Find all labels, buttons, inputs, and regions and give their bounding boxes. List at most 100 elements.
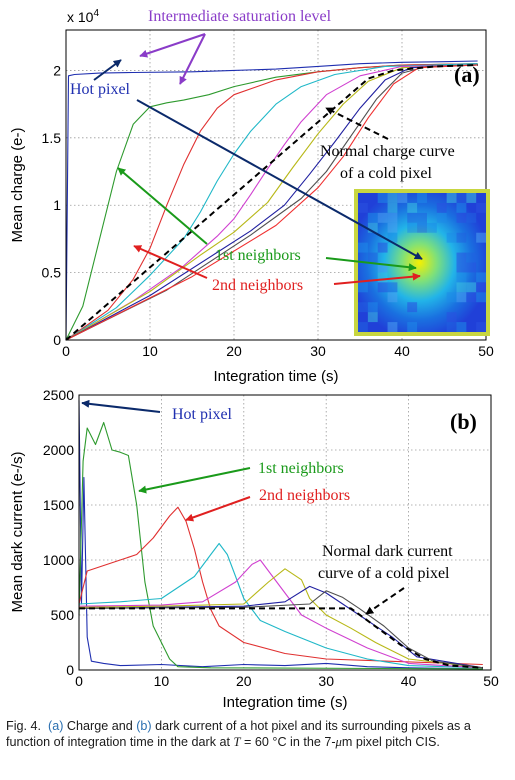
heatmap-pixel bbox=[377, 262, 388, 273]
arrow-saturation-1 bbox=[139, 33, 206, 58]
heatmap-pixel bbox=[417, 222, 427, 233]
panel-b-series-line-2 bbox=[78, 506, 483, 666]
panel-a-ticks: 0 10 20 30 40 50 0 0.5 1 1.5 2 bbox=[42, 62, 494, 359]
arrow-first-b bbox=[138, 467, 251, 494]
annotation-cold-a-line2: of a cold pixel bbox=[340, 165, 433, 182]
heatmap-pixel bbox=[476, 272, 487, 283]
annotation-cold-b-line2: curve of a cold pixel bbox=[318, 565, 450, 582]
panel-b-series-line-4 bbox=[78, 559, 483, 669]
panel-a-ytick-label-2: 1 bbox=[53, 197, 61, 213]
heatmap-pixel bbox=[367, 212, 378, 223]
heatmap-pixel bbox=[407, 302, 418, 313]
annotation-hot-pixel-a: Hot pixel bbox=[70, 81, 131, 98]
heatmap-pixel bbox=[397, 193, 408, 203]
heatmap-pixel bbox=[407, 202, 418, 213]
heatmap-pixel bbox=[377, 193, 388, 203]
panel-a-label: (a) bbox=[454, 62, 480, 87]
panel-a-xtick-label-0: 0 bbox=[62, 343, 70, 359]
panel-a-ytick-label-0: 0 bbox=[53, 332, 61, 348]
heatmap-pixel bbox=[407, 322, 418, 333]
panel-b-ytick-label-1: 500 bbox=[51, 607, 75, 623]
heatmap-pixel bbox=[466, 282, 477, 293]
annotation-cold-a-line1: Normal charge curve bbox=[320, 143, 455, 160]
heatmap-pixel bbox=[456, 272, 467, 283]
heatmap-pixel bbox=[446, 312, 457, 323]
arrow-first-a-heatmap bbox=[325, 257, 417, 272]
arrow-first-a-curve bbox=[117, 167, 208, 245]
heatmap-pixel bbox=[456, 292, 467, 303]
heatmap-pixel bbox=[367, 222, 378, 233]
heatmap-pixel bbox=[436, 202, 447, 213]
heatmap-inset bbox=[354, 189, 490, 336]
heatmap-pixel bbox=[358, 242, 368, 253]
heatmap-pixel bbox=[476, 232, 487, 243]
annotation-hot-pixel-b: Hot pixel bbox=[172, 406, 233, 423]
heatmap-pixel bbox=[377, 212, 388, 223]
panel-b-frame bbox=[78, 394, 492, 671]
heatmap-pixel bbox=[377, 282, 388, 293]
panel-b-series bbox=[78, 400, 483, 670]
annotation-intermediate-saturation: Intermediate saturation level bbox=[148, 8, 332, 25]
heatmap-pixel bbox=[476, 292, 487, 303]
panel-a-multiplier: x 104 bbox=[67, 8, 99, 25]
heatmap-pixel bbox=[436, 212, 447, 223]
heatmap-pixel bbox=[367, 252, 378, 263]
panel-b-series-line-7 bbox=[78, 590, 483, 669]
heatmap-pixel bbox=[446, 322, 457, 333]
panel-a-xtick-label-5: 50 bbox=[478, 343, 494, 359]
arrow-second-a-heatmap bbox=[333, 272, 421, 285]
heatmap-pixel bbox=[476, 322, 487, 333]
caption-temperature-symbol: T bbox=[233, 735, 241, 749]
annotation-first-neighbors-a: 1st neighbors bbox=[215, 247, 301, 264]
heatmap-pixel bbox=[446, 292, 457, 303]
panel-a-series-line-9 bbox=[65, 64, 478, 341]
heatmap-pixel bbox=[466, 193, 477, 203]
arrow-hot-a-heatmap bbox=[136, 99, 423, 260]
heatmap-pixel bbox=[377, 272, 388, 283]
caption-part4: m pixel pitch CIS. bbox=[341, 735, 440, 749]
heatmap-pixel bbox=[387, 212, 398, 223]
panel-a-frame bbox=[65, 29, 487, 341]
heatmap-pixel bbox=[456, 262, 467, 273]
arrow-cold-b bbox=[365, 587, 405, 615]
panel-a-ytick-label-1: 0.5 bbox=[42, 265, 62, 281]
heatmap-pixel bbox=[387, 232, 398, 243]
heatmap-pixel bbox=[426, 222, 437, 233]
annotation-cold-b-line1: Normal dark current bbox=[322, 543, 453, 560]
heatmap-pixel bbox=[466, 292, 477, 303]
heatmap-pixel bbox=[407, 222, 418, 233]
panel-a-chart: 0 10 20 30 40 50 0 0.5 1 1.5 2 x 104 (a) Integrati… bbox=[9, 8, 494, 385]
heatmap-pixel bbox=[456, 193, 467, 203]
panel-a-series-line-4 bbox=[65, 64, 478, 341]
heatmap-pixel bbox=[417, 212, 427, 223]
heatmap-pixel bbox=[456, 212, 467, 223]
panel-a-ylabel: Mean charge (e-) bbox=[9, 127, 26, 242]
heatmap-pixel bbox=[377, 242, 388, 253]
annotation-second-neighbors-b: 2nd neighbors bbox=[259, 487, 350, 504]
panel-b-grid bbox=[78, 394, 492, 671]
heatmap-pixel bbox=[466, 262, 477, 273]
caption-b-label: (b) bbox=[136, 719, 152, 733]
heatmap-pixel bbox=[358, 202, 368, 213]
panel-a-xtick-label-4: 40 bbox=[394, 343, 410, 359]
caption-part3: = 60 °C in the 7- bbox=[240, 735, 336, 749]
panel-a-series-line-0 bbox=[65, 60, 478, 341]
heatmap-pixel bbox=[387, 292, 398, 303]
panel-b-ytick-label-0: 0 bbox=[66, 662, 74, 678]
heatmap-pixel bbox=[456, 232, 467, 243]
caption-mu-symbol: μ bbox=[335, 735, 342, 749]
panel-b-ytick-label-2: 1000 bbox=[43, 552, 74, 568]
heatmap-pixel bbox=[387, 222, 398, 233]
panel-b-series-line-0 bbox=[78, 400, 483, 670]
heatmap-pixels bbox=[358, 193, 487, 333]
heatmap-pixel bbox=[387, 282, 398, 293]
panel-b-xtick-label-4: 40 bbox=[401, 673, 417, 689]
panel-b-xtick-label-0: 0 bbox=[75, 673, 83, 689]
panel-a-ytick-label-4: 2 bbox=[53, 62, 61, 78]
panel-a-ytick-label-3: 1.5 bbox=[42, 130, 62, 146]
heatmap-pixel bbox=[387, 322, 398, 333]
panel-b-series-line-3 bbox=[78, 542, 483, 669]
